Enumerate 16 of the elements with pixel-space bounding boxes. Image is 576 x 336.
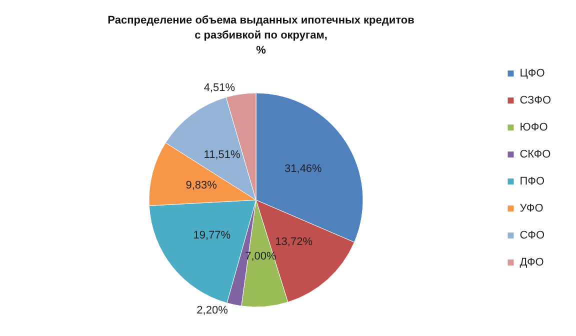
legend-label: СЗФО [520, 94, 552, 106]
chart-title: Распределение объема выданных ипотечных кредитов с разбивкой по округам, % [108, 14, 415, 56]
data-label: 4,51% [204, 82, 236, 94]
legend-label: ЦФО [520, 68, 546, 80]
data-label: 13,72% [275, 236, 313, 248]
data-label: 9,83% [186, 180, 218, 192]
legend-label: СКФО [520, 148, 552, 160]
data-label: 11,51% [204, 148, 240, 161]
legend-label: СФО [520, 230, 546, 242]
legend-label: ДФО [520, 256, 544, 268]
legend-label: ЮФО [520, 122, 548, 134]
legend-label: ПФО [520, 176, 546, 188]
data-label: 2,20% [196, 304, 228, 317]
data-label: 31,46% [284, 162, 322, 175]
data-label: 19,77% [193, 229, 231, 242]
legend-label: УФО [520, 202, 544, 214]
